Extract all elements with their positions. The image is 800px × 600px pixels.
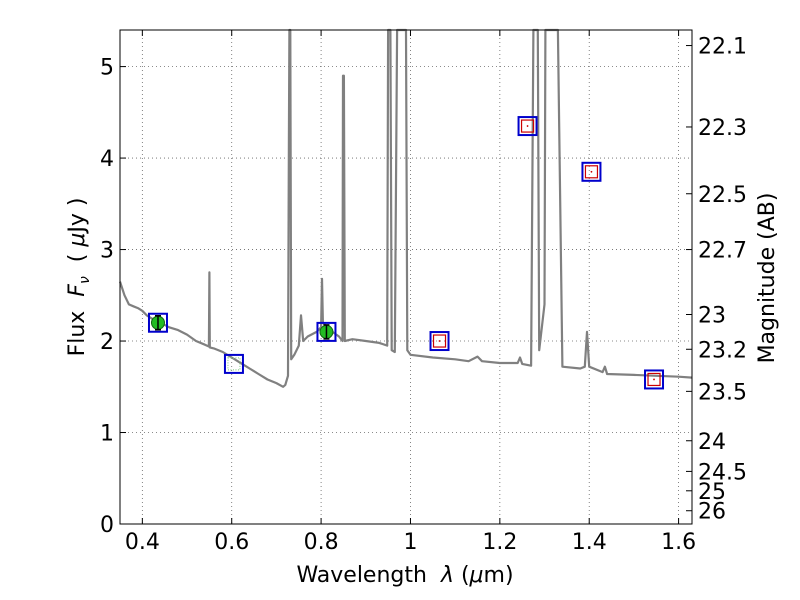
y-tick-label: 3 xyxy=(100,239,114,264)
x-tick-label: 0.6 xyxy=(214,530,249,555)
mag-tick-label: 22.7 xyxy=(698,239,747,264)
photometry-model-dot xyxy=(653,378,655,381)
y-tick-label: 0 xyxy=(100,513,114,538)
x-tick-label: 1.6 xyxy=(661,530,696,555)
photometry-model-marker xyxy=(227,357,241,371)
x-tick-label: 0.4 xyxy=(125,530,160,555)
mag-tick-label: 22.1 xyxy=(698,35,747,60)
photometry-model-marker xyxy=(520,119,535,133)
spectrum-layer xyxy=(118,28,693,388)
photometry-box xyxy=(316,321,337,342)
plot-frame xyxy=(119,29,693,525)
photometry-model-dot xyxy=(438,340,441,342)
y-tick-label: 2 xyxy=(100,330,114,355)
mag-tick-label: 22.5 xyxy=(698,183,747,208)
photometry-box xyxy=(429,331,450,352)
right-axis-label: Magnitude (AB) xyxy=(755,193,780,364)
x-axis-label: Wavelength λ (μm) xyxy=(296,563,513,588)
photometry-box xyxy=(223,353,244,374)
photometry-box xyxy=(517,116,538,137)
photometry-model-marker xyxy=(647,372,661,387)
mag-tick-label: 23 xyxy=(698,304,726,329)
mag-tick-label: 23.2 xyxy=(698,338,747,363)
x-tick-label: 1 xyxy=(403,530,417,555)
x-tick-label: 1.4 xyxy=(572,530,607,555)
photometry-box xyxy=(581,161,602,182)
photometry-box xyxy=(644,369,665,390)
photometry-model-dot xyxy=(526,125,529,127)
x-tick-layer: 0.4 0.6 0.8 1 1.2 1.4 1.6 xyxy=(125,30,696,555)
y-tick-layer: 0 1 2 3 4 5 xyxy=(100,56,126,538)
photometry-model-dot xyxy=(590,170,593,173)
mag-tick-label: 24 xyxy=(698,430,726,455)
y-tick-label: 4 xyxy=(100,147,114,172)
x-tick-label: 1.2 xyxy=(482,530,517,555)
photometry-box xyxy=(147,312,168,333)
y-axis-label: Flux Fν ( μJy ) xyxy=(65,198,93,357)
mag-tick-label: 26 xyxy=(698,500,726,525)
mag-tick-label: 25 xyxy=(698,480,726,505)
photometry-model-marker xyxy=(432,334,447,348)
mag-tick-label: 24.5 xyxy=(698,460,747,485)
mag-tick-label: 22.3 xyxy=(698,116,747,141)
photometry-layer xyxy=(147,116,665,390)
photometry-model-marker xyxy=(584,165,599,179)
spectrum-line xyxy=(118,28,693,388)
x-tick-label: 0.8 xyxy=(304,530,339,555)
y-tick-label: 5 xyxy=(100,56,114,81)
mag-tick-label: 23.5 xyxy=(698,380,747,405)
y-tick-label: 1 xyxy=(100,422,114,447)
